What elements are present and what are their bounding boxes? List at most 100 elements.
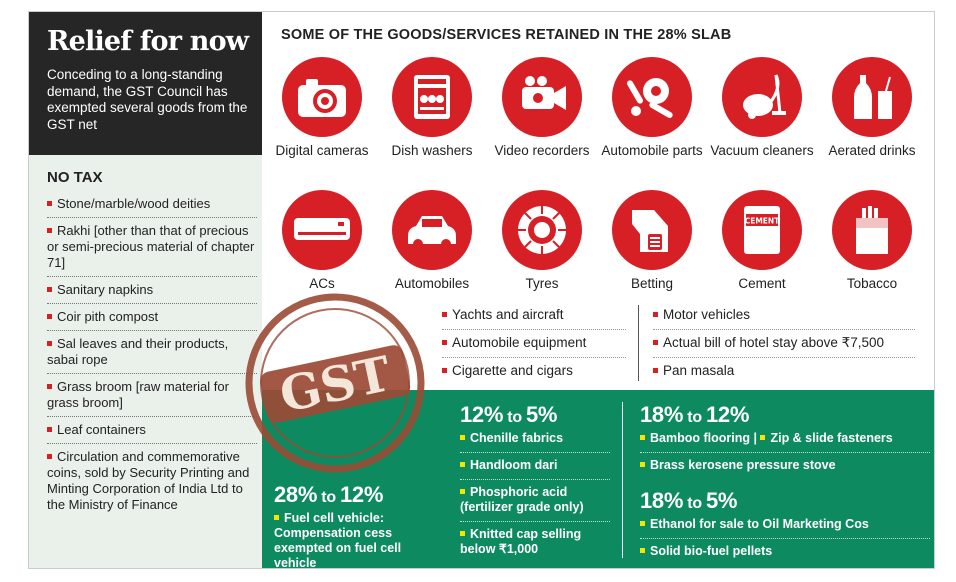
list-item-text: Pan masala bbox=[663, 363, 735, 378]
tyre-icon bbox=[502, 190, 582, 270]
bullet-icon bbox=[442, 312, 447, 317]
no-tax-heading: NO TAX bbox=[47, 169, 103, 186]
slab-item: Aerated drinks bbox=[817, 57, 927, 159]
bullet-icon bbox=[640, 548, 645, 553]
bullet-icon bbox=[47, 427, 52, 432]
bullet-icon bbox=[442, 340, 447, 345]
slab-item: Betting bbox=[597, 190, 707, 292]
rate-change-heading: 12% to 5% bbox=[460, 402, 557, 428]
slab-item-label: ACs bbox=[309, 276, 335, 291]
no-tax-list: Stone/marble/wood deities Rakhi [other t… bbox=[47, 191, 257, 518]
bullet-icon bbox=[47, 341, 52, 346]
slab-item-label: Video recorders bbox=[494, 143, 590, 158]
rate-to-word: to bbox=[507, 409, 522, 426]
list-item-text: Brass kerosene pressure stove bbox=[650, 458, 836, 472]
infographic: Relief for now Conceding to a long-stand… bbox=[28, 11, 935, 569]
list-item-text: Knitted cap selling below ₹1,000 bbox=[460, 527, 582, 556]
ac-icon bbox=[282, 190, 362, 270]
bullet-icon bbox=[653, 312, 658, 317]
bullet-icon bbox=[760, 435, 766, 440]
list-item: Automobile equipment bbox=[442, 330, 626, 358]
rate-from: 12% bbox=[460, 402, 504, 427]
list-item-text: Ethanol for sale to Oil Marketing Cos bbox=[650, 517, 869, 531]
slab-item-label: Digital cameras bbox=[275, 143, 369, 158]
list-item: Coir pith compost bbox=[47, 304, 257, 331]
list-item: Sanitary napkins bbox=[47, 277, 257, 304]
rate-to: 5% bbox=[525, 402, 558, 427]
bullet-icon bbox=[460, 531, 465, 536]
stamp-text: GST bbox=[275, 346, 396, 424]
page-title: Relief for now bbox=[47, 26, 249, 57]
rate-from: 28% bbox=[274, 482, 318, 507]
bullet-icon bbox=[47, 314, 52, 319]
header-panel: Relief for now Conceding to a long-stand… bbox=[29, 12, 262, 155]
bullet-icon bbox=[47, 228, 52, 233]
rate-to-word: to bbox=[687, 495, 702, 512]
rate-change-heading: 18% to 5% bbox=[640, 488, 737, 514]
list-item-text: Handloom dari bbox=[470, 458, 558, 472]
list-item-text: Fuel cell vehicle: Compensation cess exe… bbox=[274, 511, 402, 569]
list-item-text: Motor vehicles bbox=[663, 307, 751, 322]
rate-to: 12% bbox=[339, 482, 384, 507]
list-item: Knitted cap selling below ₹1,000 bbox=[460, 522, 610, 563]
list-item: Chenille fabrics bbox=[460, 426, 610, 453]
list-item: Grass broom [raw material for grass broo… bbox=[47, 374, 257, 417]
slab-item-label: Tyres bbox=[525, 276, 559, 291]
no-tax-panel: NO TAX Stone/marble/wood deities Rakhi [… bbox=[29, 155, 262, 568]
automobile-parts-icon bbox=[612, 57, 692, 137]
list-item-text: Yachts and aircraft bbox=[452, 307, 564, 322]
list-item: Motor vehicles bbox=[653, 302, 915, 330]
slab-item-label: Tobacco bbox=[846, 276, 898, 291]
list-item-text: Circulation and commemorative coins, sol… bbox=[47, 449, 250, 512]
list-item: Handloom dari bbox=[460, 453, 610, 480]
list-item-text: Sal leaves and their products, sabai rop… bbox=[47, 336, 229, 367]
list-item: Sal leaves and their products, sabai rop… bbox=[47, 331, 257, 374]
slab-item: Dish washers bbox=[377, 57, 487, 159]
rate-change-list: Chenille fabrics Handloom dari Phosphori… bbox=[460, 426, 610, 563]
list-item-text: Bamboo flooring bbox=[650, 431, 750, 445]
bullet-icon bbox=[640, 462, 645, 467]
bullet-icon bbox=[47, 384, 52, 389]
list-item-text: Phosphoric acid (fertilizer grade only) bbox=[460, 485, 584, 514]
separator: | bbox=[753, 431, 757, 445]
divider bbox=[638, 305, 639, 381]
cement-icon: CEMENT bbox=[722, 190, 802, 270]
slab-item-label: Vacuum cleaners bbox=[710, 143, 814, 158]
list-item: Stone/marble/wood deities bbox=[47, 191, 257, 218]
slab-list-right: Motor vehicles Actual bill of hotel stay… bbox=[653, 302, 915, 385]
rate-change-list: Bamboo flooring | Zip & slide fasteners … bbox=[640, 426, 930, 479]
list-item: Pan masala bbox=[653, 358, 915, 385]
list-item-text: Stone/marble/wood deities bbox=[57, 196, 211, 211]
aerated-drinks-icon bbox=[832, 57, 912, 137]
rate-to-word: to bbox=[687, 409, 702, 426]
list-item: Cigarette and cigars bbox=[442, 358, 626, 385]
list-item-text: Actual bill of hotel stay above ₹7,500 bbox=[663, 335, 884, 350]
rate-change-list: Fuel cell vehicle: Compensation cess exe… bbox=[274, 506, 442, 569]
slab-item-label: Automobile parts bbox=[601, 143, 703, 158]
rate-changes-panel: 28% to 12% Fuel cell vehicle: Compensati… bbox=[262, 390, 934, 568]
slab-item-label: Aerated drinks bbox=[828, 143, 916, 158]
list-item-text: Chenille fabrics bbox=[470, 431, 564, 445]
list-item-text: Rakhi [other than that of precious or se… bbox=[47, 223, 255, 270]
slab-list-left: Yachts and aircraft Automobile equipment… bbox=[442, 302, 626, 385]
video-recorder-icon bbox=[502, 57, 582, 137]
list-item-text: Zip & slide fasteners bbox=[770, 431, 893, 445]
camera-icon bbox=[282, 57, 362, 137]
slab-item: CEMENT Cement bbox=[707, 190, 817, 292]
rate-from: 18% bbox=[640, 402, 684, 427]
slab-item: Digital cameras bbox=[267, 57, 377, 159]
bullet-icon bbox=[47, 454, 52, 459]
gst-stamp: GST bbox=[245, 293, 425, 473]
list-item: Rakhi [other than that of precious or se… bbox=[47, 218, 257, 277]
car-icon bbox=[392, 190, 472, 270]
list-item: Actual bill of hotel stay above ₹7,500 bbox=[653, 330, 915, 358]
list-item: Circulation and commemorative coins, sol… bbox=[47, 444, 257, 518]
list-item-text: Coir pith compost bbox=[57, 309, 159, 324]
list-item: Ethanol for sale to Oil Marketing Cos bbox=[640, 512, 930, 539]
bullet-icon bbox=[274, 515, 279, 520]
slab-item: Automobiles bbox=[377, 190, 487, 292]
divider bbox=[622, 402, 623, 558]
list-item-text: Solid bio-fuel pellets bbox=[650, 544, 773, 558]
list-item: Solid bio-fuel pellets bbox=[640, 539, 930, 565]
rate-to: 12% bbox=[705, 402, 750, 427]
